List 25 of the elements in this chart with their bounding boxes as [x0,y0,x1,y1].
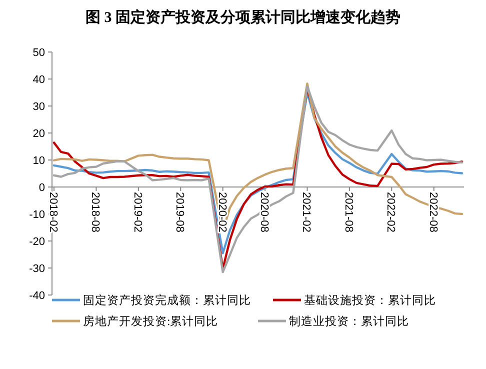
y-tick-label: -20 [29,236,45,248]
x-tick-label: 2018-08 [89,192,102,232]
legend-label: 基础设施投资：累计同比 [304,294,436,307]
y-tick-label: 20 [32,128,45,140]
chart-title: 图 3 固定资产投资及分项累计同比增速变化趋势 [86,8,400,26]
x-tick-label: 2018-02 [47,192,59,232]
x-tick-label: 2021-02 [300,192,312,232]
legend-label: 固定资产投资完成额：累计同比 [83,293,251,307]
y-tick-label: 40 [32,74,45,86]
y-tick-label: -40 [29,290,45,302]
x-tick-label: 2020-02 [216,192,228,232]
x-tick-label: 2020-08 [258,192,270,232]
y-tick-label: 10 [32,155,45,167]
legend-label: 房地产开发投资:累计同比 [83,314,218,328]
y-tick-label: 30 [32,101,45,113]
y-tick-label: -10 [29,209,45,221]
x-tick-label: 2019-02 [131,192,144,232]
x-tick-label: 2019-08 [174,192,186,232]
x-tick-label: 2022-02 [384,192,397,232]
x-tick-label: 2021-08 [342,192,354,232]
x-tick-label: 2022-08 [426,192,439,232]
y-tick-label: -30 [29,263,45,275]
y-tick-label: 50 [32,47,45,59]
y-tick-label: 0 [38,182,45,194]
legend-label: 制造业投资：累计同比 [289,315,409,328]
